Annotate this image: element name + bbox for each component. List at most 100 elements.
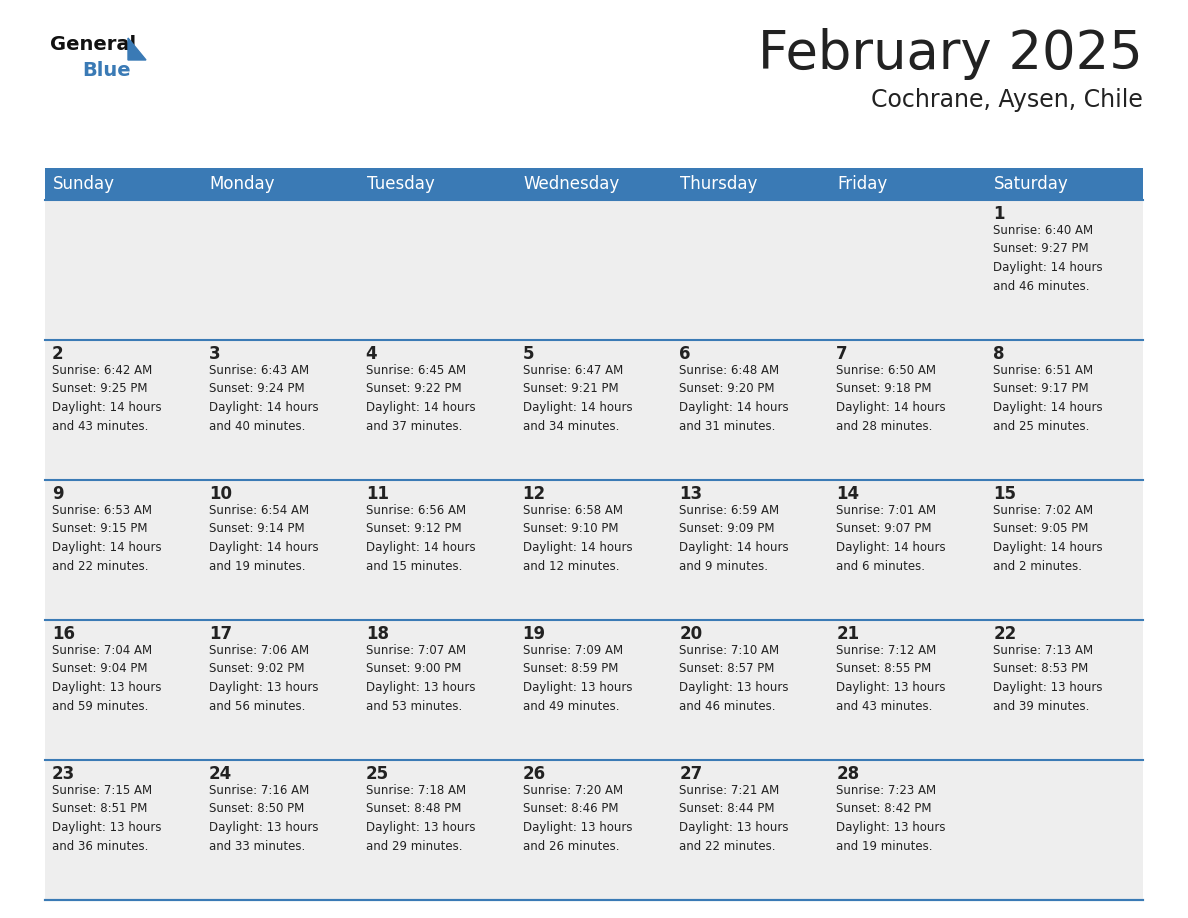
Bar xyxy=(45,168,1143,200)
Text: Sunrise: 7:21 AM
Sunset: 8:44 PM
Daylight: 13 hours
and 22 minutes.: Sunrise: 7:21 AM Sunset: 8:44 PM Dayligh… xyxy=(680,784,789,853)
Text: Friday: Friday xyxy=(838,175,887,193)
Text: 15: 15 xyxy=(993,485,1016,503)
Text: Monday: Monday xyxy=(210,175,276,193)
Text: Tuesday: Tuesday xyxy=(367,175,435,193)
Text: 7: 7 xyxy=(836,345,848,363)
Text: 27: 27 xyxy=(680,765,702,783)
Text: Sunrise: 6:47 AM
Sunset: 9:21 PM
Daylight: 14 hours
and 34 minutes.: Sunrise: 6:47 AM Sunset: 9:21 PM Dayligh… xyxy=(523,364,632,432)
Bar xyxy=(829,620,986,760)
Text: Sunrise: 7:02 AM
Sunset: 9:05 PM
Daylight: 14 hours
and 2 minutes.: Sunrise: 7:02 AM Sunset: 9:05 PM Dayligh… xyxy=(993,504,1102,573)
Bar xyxy=(516,760,672,900)
Bar xyxy=(359,480,516,620)
Text: Sunrise: 7:20 AM
Sunset: 8:46 PM
Daylight: 13 hours
and 26 minutes.: Sunrise: 7:20 AM Sunset: 8:46 PM Dayligh… xyxy=(523,784,632,853)
Text: Sunrise: 7:18 AM
Sunset: 8:48 PM
Daylight: 13 hours
and 29 minutes.: Sunrise: 7:18 AM Sunset: 8:48 PM Dayligh… xyxy=(366,784,475,853)
Text: 13: 13 xyxy=(680,485,702,503)
Bar xyxy=(45,620,202,760)
Bar xyxy=(45,760,202,900)
Text: Sunrise: 6:51 AM
Sunset: 9:17 PM
Daylight: 14 hours
and 25 minutes.: Sunrise: 6:51 AM Sunset: 9:17 PM Dayligh… xyxy=(993,364,1102,432)
Bar xyxy=(202,620,359,760)
Text: 18: 18 xyxy=(366,625,388,643)
Bar xyxy=(672,340,829,480)
Bar xyxy=(986,620,1143,760)
Bar xyxy=(202,480,359,620)
Bar xyxy=(829,760,986,900)
Text: Sunrise: 7:09 AM
Sunset: 8:59 PM
Daylight: 13 hours
and 49 minutes.: Sunrise: 7:09 AM Sunset: 8:59 PM Dayligh… xyxy=(523,644,632,712)
Bar xyxy=(672,760,829,900)
Bar xyxy=(202,340,359,480)
Bar xyxy=(45,480,202,620)
Text: 19: 19 xyxy=(523,625,545,643)
Bar xyxy=(986,760,1143,900)
Text: Sunrise: 7:07 AM
Sunset: 9:00 PM
Daylight: 13 hours
and 53 minutes.: Sunrise: 7:07 AM Sunset: 9:00 PM Dayligh… xyxy=(366,644,475,712)
Text: Thursday: Thursday xyxy=(681,175,758,193)
Bar xyxy=(202,200,359,340)
Text: 26: 26 xyxy=(523,765,545,783)
Bar xyxy=(359,340,516,480)
Bar xyxy=(672,200,829,340)
Text: 21: 21 xyxy=(836,625,859,643)
Text: 4: 4 xyxy=(366,345,378,363)
Text: 23: 23 xyxy=(52,765,75,783)
Text: Sunrise: 7:15 AM
Sunset: 8:51 PM
Daylight: 13 hours
and 36 minutes.: Sunrise: 7:15 AM Sunset: 8:51 PM Dayligh… xyxy=(52,784,162,853)
Text: 20: 20 xyxy=(680,625,702,643)
Text: Sunrise: 6:42 AM
Sunset: 9:25 PM
Daylight: 14 hours
and 43 minutes.: Sunrise: 6:42 AM Sunset: 9:25 PM Dayligh… xyxy=(52,364,162,432)
Text: Sunrise: 7:12 AM
Sunset: 8:55 PM
Daylight: 13 hours
and 43 minutes.: Sunrise: 7:12 AM Sunset: 8:55 PM Dayligh… xyxy=(836,644,946,712)
Bar xyxy=(359,200,516,340)
Text: General: General xyxy=(50,35,137,54)
Bar xyxy=(45,200,202,340)
Bar xyxy=(202,760,359,900)
Bar xyxy=(359,760,516,900)
Text: 22: 22 xyxy=(993,625,1017,643)
Text: Cochrane, Aysen, Chile: Cochrane, Aysen, Chile xyxy=(871,88,1143,112)
Bar xyxy=(516,480,672,620)
Text: Saturday: Saturday xyxy=(994,175,1069,193)
Bar xyxy=(986,340,1143,480)
Text: 11: 11 xyxy=(366,485,388,503)
Text: 1: 1 xyxy=(993,205,1005,223)
Text: 8: 8 xyxy=(993,345,1005,363)
Text: Blue: Blue xyxy=(82,61,131,80)
Text: Sunrise: 6:59 AM
Sunset: 9:09 PM
Daylight: 14 hours
and 9 minutes.: Sunrise: 6:59 AM Sunset: 9:09 PM Dayligh… xyxy=(680,504,789,573)
Polygon shape xyxy=(128,38,146,60)
Text: Sunrise: 7:04 AM
Sunset: 9:04 PM
Daylight: 13 hours
and 59 minutes.: Sunrise: 7:04 AM Sunset: 9:04 PM Dayligh… xyxy=(52,644,162,712)
Text: Sunrise: 6:48 AM
Sunset: 9:20 PM
Daylight: 14 hours
and 31 minutes.: Sunrise: 6:48 AM Sunset: 9:20 PM Dayligh… xyxy=(680,364,789,432)
Bar xyxy=(672,620,829,760)
Text: 12: 12 xyxy=(523,485,545,503)
Text: 3: 3 xyxy=(209,345,221,363)
Text: 17: 17 xyxy=(209,625,232,643)
Bar xyxy=(359,620,516,760)
Text: February 2025: February 2025 xyxy=(758,28,1143,80)
Bar xyxy=(986,480,1143,620)
Bar xyxy=(829,340,986,480)
Bar xyxy=(829,200,986,340)
Text: Sunday: Sunday xyxy=(53,175,115,193)
Bar xyxy=(516,340,672,480)
Text: 24: 24 xyxy=(209,765,232,783)
Text: Sunrise: 6:43 AM
Sunset: 9:24 PM
Daylight: 14 hours
and 40 minutes.: Sunrise: 6:43 AM Sunset: 9:24 PM Dayligh… xyxy=(209,364,318,432)
Text: Sunrise: 6:40 AM
Sunset: 9:27 PM
Daylight: 14 hours
and 46 minutes.: Sunrise: 6:40 AM Sunset: 9:27 PM Dayligh… xyxy=(993,224,1102,293)
Text: 2: 2 xyxy=(52,345,64,363)
Text: Sunrise: 7:16 AM
Sunset: 8:50 PM
Daylight: 13 hours
and 33 minutes.: Sunrise: 7:16 AM Sunset: 8:50 PM Dayligh… xyxy=(209,784,318,853)
Bar xyxy=(672,480,829,620)
Bar xyxy=(829,480,986,620)
Bar xyxy=(986,200,1143,340)
Text: Sunrise: 6:54 AM
Sunset: 9:14 PM
Daylight: 14 hours
and 19 minutes.: Sunrise: 6:54 AM Sunset: 9:14 PM Dayligh… xyxy=(209,504,318,573)
Text: Sunrise: 6:58 AM
Sunset: 9:10 PM
Daylight: 14 hours
and 12 minutes.: Sunrise: 6:58 AM Sunset: 9:10 PM Dayligh… xyxy=(523,504,632,573)
Bar xyxy=(516,620,672,760)
Text: Sunrise: 7:01 AM
Sunset: 9:07 PM
Daylight: 14 hours
and 6 minutes.: Sunrise: 7:01 AM Sunset: 9:07 PM Dayligh… xyxy=(836,504,946,573)
Text: Sunrise: 6:53 AM
Sunset: 9:15 PM
Daylight: 14 hours
and 22 minutes.: Sunrise: 6:53 AM Sunset: 9:15 PM Dayligh… xyxy=(52,504,162,573)
Text: Sunrise: 7:23 AM
Sunset: 8:42 PM
Daylight: 13 hours
and 19 minutes.: Sunrise: 7:23 AM Sunset: 8:42 PM Dayligh… xyxy=(836,784,946,853)
Text: Sunrise: 6:50 AM
Sunset: 9:18 PM
Daylight: 14 hours
and 28 minutes.: Sunrise: 6:50 AM Sunset: 9:18 PM Dayligh… xyxy=(836,364,946,432)
Text: 16: 16 xyxy=(52,625,75,643)
Text: 28: 28 xyxy=(836,765,859,783)
Text: 10: 10 xyxy=(209,485,232,503)
Bar xyxy=(45,340,202,480)
Text: Wednesday: Wednesday xyxy=(524,175,620,193)
Text: Sunrise: 7:10 AM
Sunset: 8:57 PM
Daylight: 13 hours
and 46 minutes.: Sunrise: 7:10 AM Sunset: 8:57 PM Dayligh… xyxy=(680,644,789,712)
Text: 5: 5 xyxy=(523,345,535,363)
Text: 9: 9 xyxy=(52,485,64,503)
Text: 25: 25 xyxy=(366,765,388,783)
Text: 6: 6 xyxy=(680,345,691,363)
Bar xyxy=(516,200,672,340)
Text: Sunrise: 7:13 AM
Sunset: 8:53 PM
Daylight: 13 hours
and 39 minutes.: Sunrise: 7:13 AM Sunset: 8:53 PM Dayligh… xyxy=(993,644,1102,712)
